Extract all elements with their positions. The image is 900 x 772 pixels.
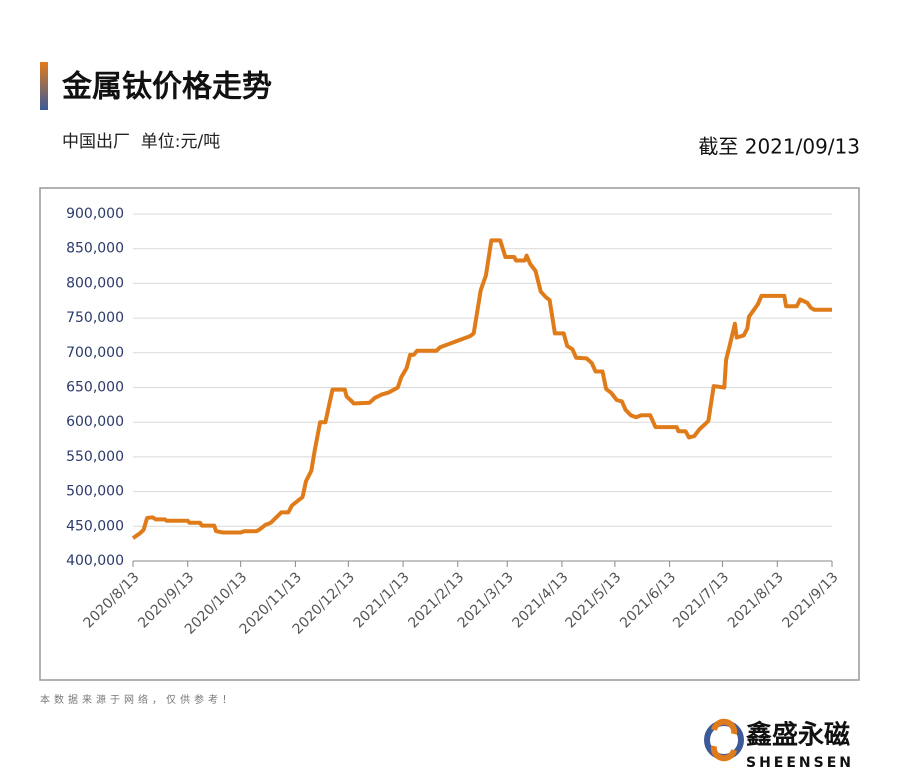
title: 金属钛价格走势 [61,70,272,105]
y-tick-label: 500,000 [66,484,124,500]
brand: 鑫盛永磁 [746,720,850,751]
y-tick-label: 650,000 [66,380,124,396]
brand-en: SHEENSEN [746,755,854,771]
date: 截至 2021/09/13 [698,135,860,159]
y-tick-label: 800,000 [66,275,124,291]
y-tick-label: 600,000 [66,414,124,430]
subtitle: 中国出厂 单位:元/吨 [62,132,220,152]
logo-icon-s [710,718,738,762]
y-tick-label: 850,000 [66,241,124,257]
y-tick-label: 700,000 [66,345,124,361]
price-line [131,238,832,540]
logo: 鑫盛永磁 SHEENSEN [704,718,854,771]
y-tick-label: 450,000 [66,518,124,534]
y-tick-label: 400,000 [66,553,124,569]
y-tick-label: 900,000 [66,206,124,222]
title-accent [40,62,48,110]
chart-frame [39,187,860,681]
y-tick-label: 550,000 [66,449,124,465]
footnote: 本数据来源于网络，仅供参考！ [40,693,236,706]
y-tick-label: 750,000 [66,310,124,326]
